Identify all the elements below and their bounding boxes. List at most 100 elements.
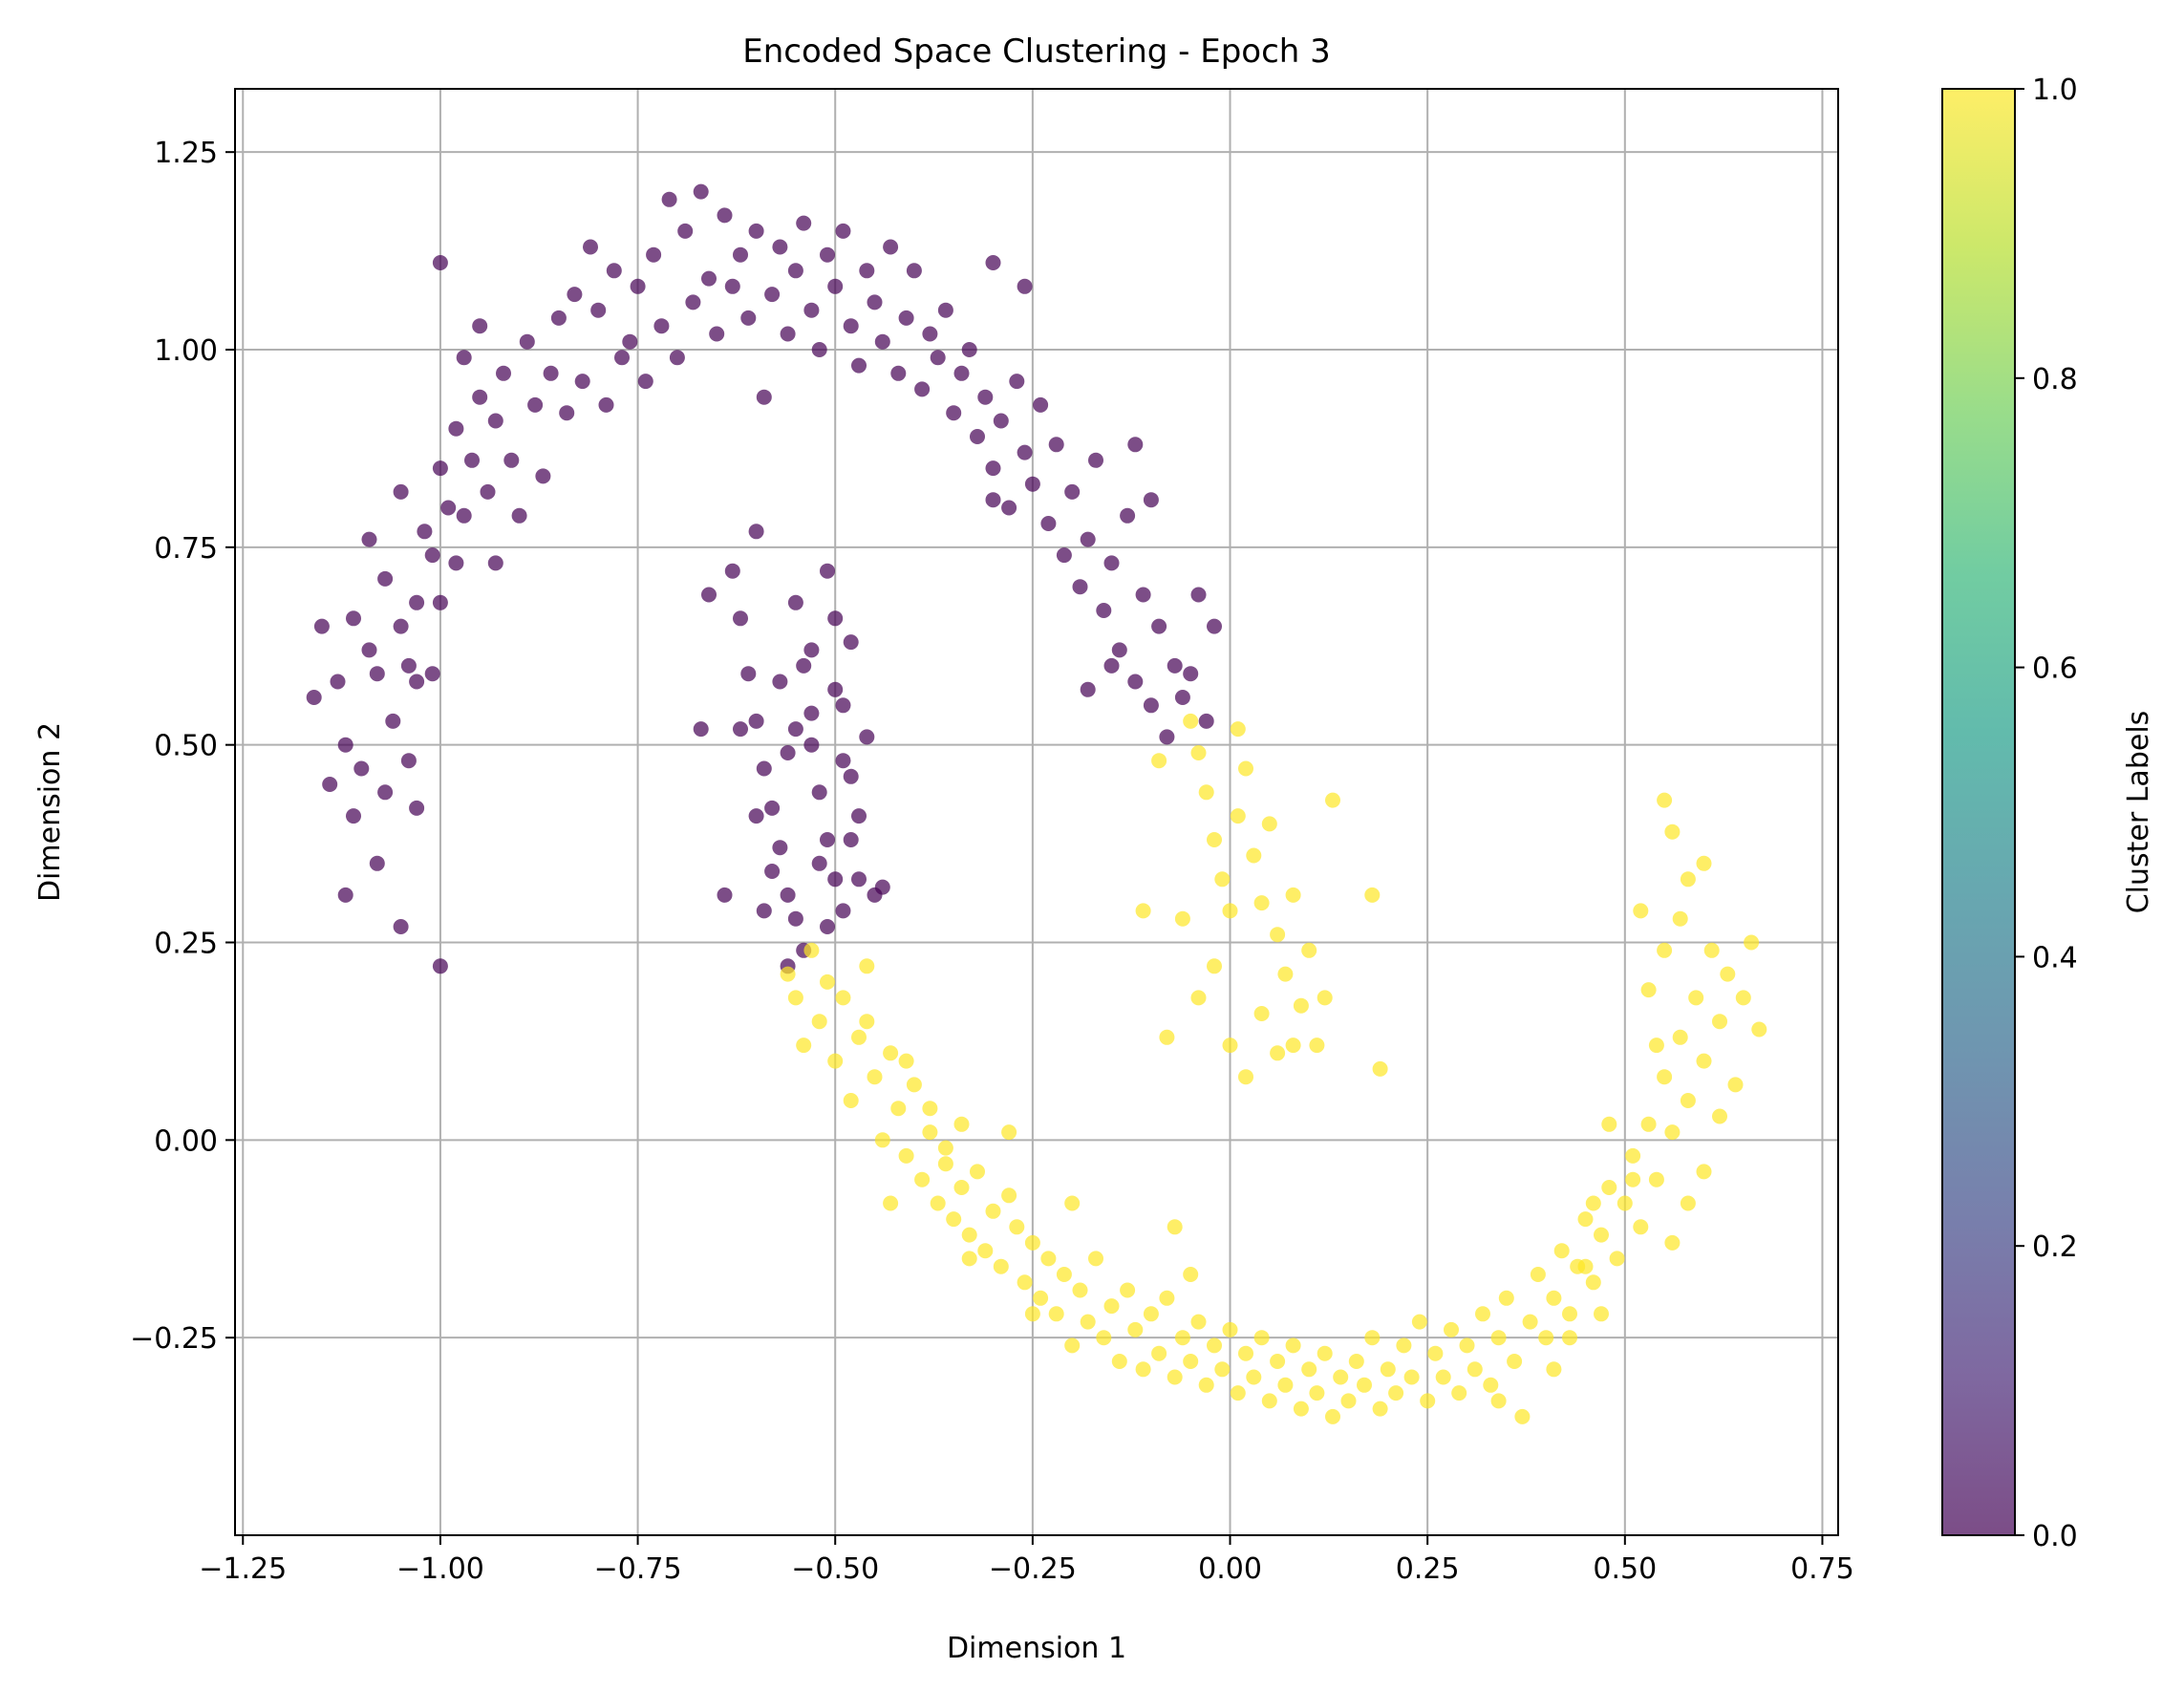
- cluster-0-point: [1080, 531, 1096, 547]
- cluster-0-point: [480, 483, 496, 500]
- cluster-0-point: [874, 879, 890, 895]
- cluster-0-point: [780, 326, 796, 342]
- cluster-1-point: [1577, 1258, 1594, 1274]
- cluster-1-point: [1340, 1393, 1357, 1409]
- cluster-0-point: [377, 570, 394, 587]
- cluster-1-point: [1325, 792, 1340, 808]
- cluster-0-point: [733, 246, 748, 263]
- cluster-0-point: [733, 721, 748, 738]
- cluster-1-point: [1001, 1124, 1017, 1141]
- cluster-1-point: [1364, 887, 1381, 903]
- cluster-0-point: [772, 674, 788, 690]
- cluster-0-point: [598, 396, 614, 413]
- cluster-0-point: [787, 263, 803, 279]
- y-tick-label: 0.25: [154, 928, 218, 961]
- cluster-0-point: [859, 263, 875, 279]
- cluster-0-point: [883, 239, 899, 255]
- cluster-0-point: [859, 729, 875, 745]
- cluster-1-point: [1640, 982, 1657, 998]
- cluster-1-point: [1222, 1038, 1238, 1054]
- plot-frame: [234, 88, 1839, 1536]
- cluster-0-point: [764, 800, 781, 816]
- cluster-1-point: [1056, 1267, 1072, 1282]
- cluster-1-point: [874, 1132, 890, 1148]
- cluster-1-point: [1562, 1306, 1577, 1322]
- data-points: [306, 183, 1767, 1424]
- cluster-1-point: [1072, 1282, 1088, 1298]
- cluster-1-point: [953, 1180, 970, 1195]
- cluster-0-point: [527, 396, 544, 413]
- cluster-1-point: [796, 1038, 812, 1054]
- cluster-0-point: [922, 326, 938, 342]
- cluster-1-point: [1744, 934, 1760, 951]
- cluster-1-point: [1483, 1377, 1499, 1393]
- cluster-1-point: [1609, 1251, 1625, 1267]
- cluster-1-point: [1333, 1369, 1349, 1385]
- cluster-1-point: [1253, 1006, 1270, 1021]
- cluster-1-point: [1444, 1321, 1459, 1337]
- cluster-1-point: [1309, 1385, 1325, 1401]
- cluster-0-point: [606, 263, 622, 279]
- cluster-0-point: [756, 903, 772, 919]
- x-tick-label: 0.50: [1593, 1552, 1657, 1586]
- x-tick-label: −1.00: [396, 1552, 484, 1586]
- cluster-0-point: [890, 365, 907, 381]
- cluster-1-point: [1040, 1251, 1057, 1267]
- cluster-1-point: [898, 1053, 914, 1069]
- cluster-1-point: [953, 1116, 970, 1132]
- cluster-0-point: [851, 357, 867, 374]
- cluster-1-point: [1167, 1369, 1183, 1385]
- cluster-1-point: [1348, 1354, 1364, 1369]
- cluster-1-point: [1514, 1408, 1531, 1424]
- y-axis-label: Dimension 2: [33, 722, 67, 902]
- colorbar-tick-label: 0.8: [2032, 363, 2078, 396]
- cluster-1-point: [1238, 1345, 1253, 1361]
- cluster-1-point: [1222, 903, 1238, 919]
- y-axis-ticks: −0.25 0.00 0.25 0.50 0.75 1.00 1.25: [130, 137, 235, 1356]
- cluster-1-point: [1183, 713, 1199, 729]
- cluster-1-point: [1640, 1116, 1657, 1132]
- cluster-1-point: [1198, 1377, 1214, 1393]
- cluster-1-point: [883, 1195, 899, 1211]
- x-axis-label: Dimension 1: [947, 1632, 1126, 1665]
- cluster-0-point: [487, 555, 503, 571]
- cluster-0-point: [1174, 690, 1190, 705]
- cluster-1-point: [1633, 903, 1649, 919]
- cluster-0-point: [393, 483, 409, 500]
- cluster-0-point: [669, 350, 685, 366]
- cluster-1-point: [1096, 1330, 1112, 1346]
- cluster-0-point: [1111, 642, 1127, 658]
- cluster-0-point: [393, 618, 409, 634]
- cluster-1-point: [883, 1045, 899, 1061]
- cluster-1-point: [1159, 1290, 1175, 1306]
- cluster-1-point: [1214, 1361, 1231, 1378]
- cluster-0-point: [748, 223, 764, 239]
- cluster-0-point: [306, 690, 322, 705]
- cluster-0-point: [614, 350, 630, 366]
- cluster-0-point: [1183, 666, 1199, 682]
- cluster-1-point: [922, 1101, 938, 1117]
- cluster-0-point: [456, 350, 472, 366]
- cluster-0-point: [748, 808, 764, 824]
- cluster-1-point: [993, 1258, 1009, 1274]
- cluster-0-point: [764, 287, 781, 303]
- cluster-1-point: [1490, 1330, 1507, 1346]
- cluster-1-point: [890, 1101, 907, 1117]
- cluster-1-point: [1648, 1038, 1664, 1054]
- cluster-0-point: [874, 333, 890, 350]
- cluster-1-point: [1174, 910, 1190, 927]
- cluster-1-point: [1190, 990, 1207, 1006]
- cluster-0-point: [385, 713, 401, 729]
- cluster-1-point: [1388, 1385, 1404, 1401]
- cluster-1-point: [1585, 1274, 1601, 1291]
- cluster-0-point: [346, 808, 361, 824]
- cluster-1-point: [1712, 1014, 1727, 1030]
- cluster-1-point: [1159, 1029, 1175, 1045]
- cluster-0-point: [701, 270, 717, 287]
- cluster-0-point: [820, 246, 835, 263]
- cluster-0-point: [472, 318, 488, 334]
- cluster-0-point: [574, 374, 590, 390]
- cluster-1-point: [1309, 1038, 1325, 1054]
- cluster-0-point: [432, 958, 448, 974]
- cluster-1-point: [1594, 1227, 1609, 1243]
